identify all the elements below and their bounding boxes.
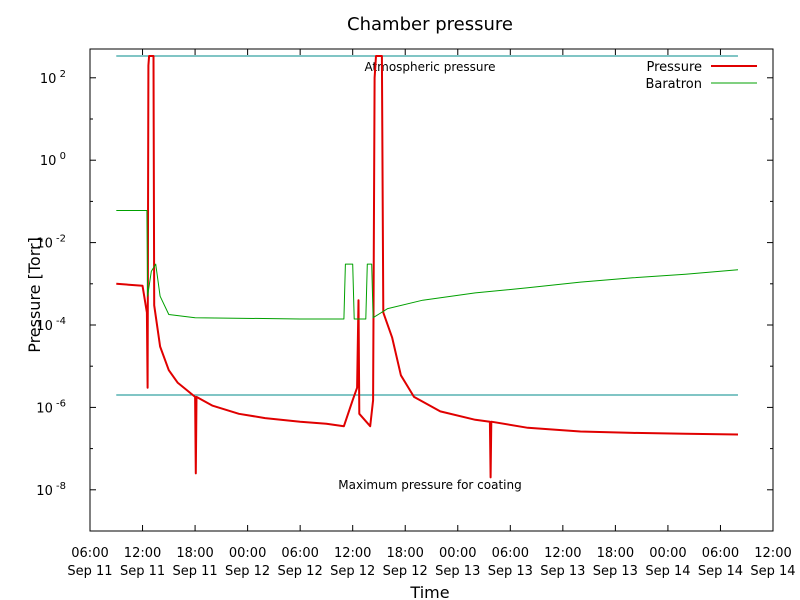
x-tick-time: 06:00 — [702, 546, 739, 561]
x-tick-date: Sep 13 — [540, 564, 585, 579]
axis-ticks: 06:00 Sep 11 12:00 Sep 11 18:00 Sep 11 00:00 Se… — [36, 49, 796, 579]
chart-title: Chamber pressure — [347, 14, 513, 35]
x-tick-time: 00:00 — [229, 546, 266, 561]
series-group — [116, 55, 739, 479]
x-tick-date: Sep 12 — [383, 564, 428, 579]
y-tick-label: 10 -2 — [36, 234, 66, 252]
x-tick-time: 06:00 — [71, 546, 108, 561]
x-tick-date: Sep 12 — [225, 564, 270, 579]
series-line-pressure — [116, 55, 739, 479]
y-tick-label: 10 0 — [40, 151, 66, 169]
x-tick-time: 18:00 — [176, 546, 213, 561]
x-tick-date: Sep 14 — [698, 564, 743, 579]
x-tick-date: Sep 11 — [120, 564, 165, 579]
x-axis-label: Time — [409, 583, 449, 600]
y-axis-label: Pressure [Torr] — [25, 237, 44, 353]
reference-lines: Atmospheric pressure Maximum pressure for… — [116, 55, 738, 492]
y-tick-label: 10 -6 — [36, 398, 66, 416]
x-tick-time: 12:00 — [544, 546, 581, 561]
x-tick-time: 00:00 — [649, 546, 686, 561]
x-tick-time: 12:00 — [334, 546, 371, 561]
x-tick-time: 06:00 — [492, 546, 529, 561]
x-tick-date: Sep 12 — [278, 564, 323, 579]
legend-label: Baratron — [645, 77, 702, 92]
y-tick-label: 10 -4 — [36, 316, 66, 334]
y-tick-label: 10 2 — [40, 69, 66, 87]
x-tick-date: Sep 13 — [488, 564, 533, 579]
x-tick-date: Sep 13 — [435, 564, 480, 579]
legend: Pressure Baratron — [645, 60, 757, 92]
x-tick-time: 12:00 — [754, 546, 791, 561]
x-tick-date: Sep 14 — [645, 564, 690, 579]
plot-frame — [89, 48, 774, 532]
legend-label: Pressure — [646, 60, 702, 75]
x-tick-date: Sep 12 — [330, 564, 375, 579]
x-tick-time: 18:00 — [597, 546, 634, 561]
x-tick-date: Sep 11 — [67, 564, 112, 579]
y-tick-label: 10 -8 — [36, 481, 66, 499]
x-tick-date: Sep 14 — [750, 564, 795, 579]
x-tick-time: 00:00 — [439, 546, 476, 561]
reference-line-label: Atmospheric pressure — [364, 60, 495, 74]
reference-line-label: Maximum pressure for coating — [338, 478, 521, 492]
series-line-baratron — [116, 210, 739, 320]
x-tick-date: Sep 13 — [593, 564, 638, 579]
x-tick-date: Sep 11 — [172, 564, 217, 579]
x-tick-time: 18:00 — [386, 546, 423, 561]
x-tick-time: 12:00 — [124, 546, 161, 561]
x-tick-time: 06:00 — [281, 546, 318, 561]
